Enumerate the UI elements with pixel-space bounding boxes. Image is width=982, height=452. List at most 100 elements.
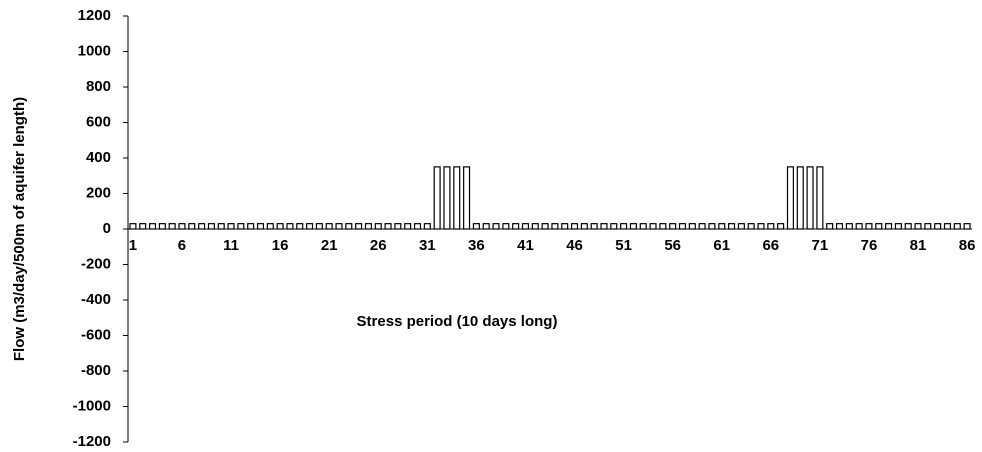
- x-axis-label: Stress period (10 days long): [357, 313, 558, 330]
- y-tick-label: 200: [86, 184, 111, 201]
- bar: [678, 223, 687, 230]
- bar: [129, 223, 137, 230]
- bar: [894, 223, 902, 230]
- bar: [875, 223, 883, 230]
- bar: [728, 223, 736, 230]
- bar: [551, 223, 559, 230]
- bar: [963, 223, 971, 230]
- bar: [168, 223, 176, 230]
- y-tick-label: -1200: [73, 433, 111, 450]
- bar: [659, 223, 667, 230]
- x-tick-label: 41: [517, 237, 534, 254]
- bar: [620, 223, 628, 230]
- x-tick-label: 31: [419, 237, 436, 254]
- bar: [561, 223, 569, 230]
- bar: [600, 223, 608, 230]
- bar: [276, 223, 284, 230]
- bar: [855, 223, 863, 230]
- bar: [472, 223, 480, 230]
- bar: [296, 223, 304, 230]
- bar: [835, 223, 844, 230]
- bar: [718, 223, 726, 230]
- bar: [767, 223, 775, 230]
- bar: [325, 223, 333, 230]
- bar: [865, 223, 873, 230]
- bar: [777, 223, 785, 230]
- bar: [953, 223, 961, 230]
- x-tick-label: 1: [129, 237, 137, 254]
- bar: [237, 223, 245, 230]
- x-tick-label: 61: [713, 237, 730, 254]
- bar: [492, 223, 500, 230]
- bar: [786, 166, 794, 230]
- bar: [384, 223, 392, 230]
- bar: [306, 223, 314, 230]
- bar: [413, 223, 422, 230]
- bar: [629, 223, 637, 230]
- bar: [315, 223, 323, 230]
- bar: [453, 166, 461, 230]
- bar: [247, 223, 255, 230]
- x-tick-label: 36: [468, 237, 485, 254]
- bar: [639, 223, 647, 230]
- bar: [943, 223, 952, 230]
- bar: [541, 223, 549, 230]
- bar: [433, 166, 441, 230]
- bar: [904, 223, 912, 230]
- bar: [178, 223, 186, 230]
- bar: [934, 223, 942, 230]
- x-tick-label: 51: [615, 237, 632, 254]
- bar: [512, 223, 520, 230]
- y-tick-label: 600: [86, 113, 111, 130]
- y-tick-label: -200: [81, 255, 111, 272]
- bar: [345, 223, 353, 230]
- bar: [188, 223, 196, 230]
- bar: [404, 223, 412, 230]
- x-tick-label: 66: [762, 237, 779, 254]
- x-tick-label: 26: [370, 237, 387, 254]
- bar: [806, 166, 814, 230]
- bar: [669, 223, 677, 230]
- x-tick-label: 11: [223, 237, 239, 254]
- bar: [649, 223, 657, 230]
- bar: [885, 223, 893, 230]
- bar: [217, 223, 225, 230]
- y-tick-label: 1200: [78, 7, 111, 24]
- bar: [521, 223, 530, 230]
- y-axis-label: Flow (m3/day/500m of aquifer length): [11, 97, 28, 361]
- x-tick-label: 81: [910, 237, 927, 254]
- y-tick-label: 1000: [78, 42, 111, 59]
- x-tick-label: 6: [178, 237, 186, 254]
- bar: [924, 223, 932, 230]
- bar: [355, 223, 363, 230]
- bar: [610, 223, 618, 230]
- bar: [482, 223, 490, 230]
- bar: [698, 223, 706, 230]
- bar: [531, 223, 539, 230]
- bar: [394, 223, 402, 230]
- bar: [463, 166, 471, 230]
- bar: [227, 223, 235, 230]
- bar: [570, 223, 579, 230]
- bar: [816, 166, 824, 230]
- x-tick-label: 71: [812, 237, 829, 254]
- bar: [139, 223, 147, 230]
- x-tick-label: 76: [861, 237, 878, 254]
- bar: [708, 223, 716, 230]
- bar: [796, 166, 804, 230]
- y-tick-label: -1000: [73, 397, 111, 414]
- y-tick-label: -800: [81, 362, 111, 379]
- x-tick-label: 21: [321, 237, 338, 254]
- bar: [374, 223, 382, 230]
- bar: [443, 166, 451, 230]
- bar: [502, 223, 510, 230]
- y-tick-label: -600: [81, 326, 111, 343]
- x-tick-label: 46: [566, 237, 583, 254]
- bar: [286, 223, 294, 230]
- bar: [158, 223, 166, 230]
- x-tick-label: 56: [664, 237, 681, 254]
- bar: [256, 223, 265, 230]
- y-tick-label: 400: [86, 149, 111, 166]
- bar: [914, 223, 922, 230]
